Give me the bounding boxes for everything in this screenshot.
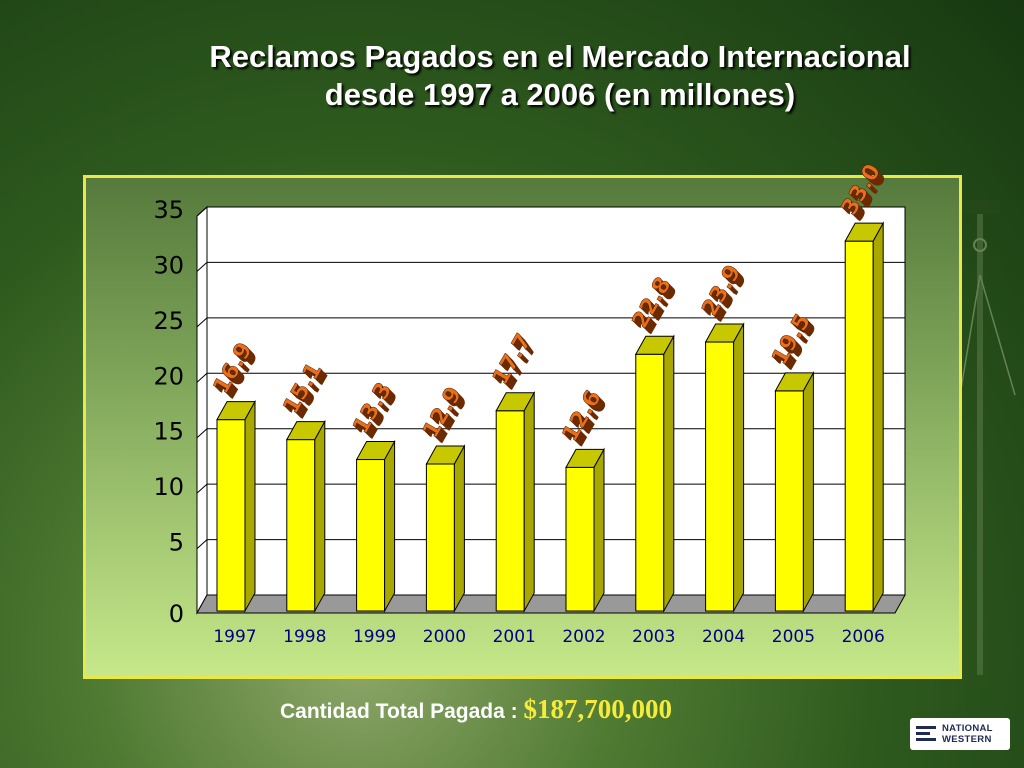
bar-side [384,439,396,613]
total-amount: $187,700,000 [523,694,672,724]
bar-side [593,447,605,613]
logo-mark-icon [916,724,938,744]
bar-front [286,439,316,612]
y-tick-label: 5 [169,529,184,557]
bar-front [635,353,665,612]
bar-2006 [844,221,885,613]
national-western-logo: NATIONAL WESTERN [910,718,1010,750]
gridline-side [196,428,208,439]
bar-front [216,419,246,612]
gridline-side [196,483,208,494]
gridline-side [196,539,208,549]
x-tick-label: 2004 [702,627,745,647]
logo-line-1: NATIONAL [942,723,993,734]
x-tick-label: 2001 [493,627,536,647]
bar-side [802,370,814,613]
bar-side [872,221,884,613]
total-label: Cantidad Total Pagada : [280,700,518,723]
bar-front [356,459,386,612]
gridline-side [196,372,208,383]
x-tick-label: 1997 [213,627,256,647]
bar-2000 [425,444,466,613]
logo-line-2: WESTERN [942,734,992,745]
bar-side [314,419,326,613]
y-tick-label: 15 [153,418,184,446]
total-paid: Cantidad Total Pagada : $187,700,000 [280,694,672,725]
gridline-side [196,206,208,217]
bar-side [453,444,465,613]
gridline-side [196,262,208,272]
bar-front [844,240,874,612]
y-tick-label: 10 [153,473,184,501]
gridline-side [196,317,208,328]
x-tick-label: 2000 [423,627,466,647]
x-tick-label: 1999 [353,627,396,647]
bar-side [663,334,675,613]
bar-side [523,390,535,613]
bar-2005 [774,370,815,613]
bar-1999 [355,439,396,613]
title-line-1: Reclamos Pagados en el Mercado Internaci… [209,39,911,74]
bar-1997 [216,399,256,613]
title-line-2: desde 1997 a 2006 (en millones) [324,77,796,112]
bar-side [733,322,745,613]
chart-title: Reclamos Pagados en el Mercado Internaci… [120,38,1000,114]
x-tick-label: 2006 [842,627,885,647]
y-tick-label: 35 [153,196,184,224]
y-tick-label: 20 [153,362,184,390]
y-tick-label: 30 [153,251,184,279]
bar-front [495,410,525,612]
bar-2001 [495,390,536,613]
x-tick-label: 2002 [562,627,605,647]
bar-1998 [285,419,326,613]
x-tick-label: 2005 [772,627,815,647]
bar-front [705,341,735,612]
plot-side-wall [196,205,208,615]
bar-2003 [634,334,675,613]
bar-front [425,463,455,612]
bar-2004 [704,322,745,613]
bar-front [565,466,595,612]
x-tick-label: 1998 [283,627,326,647]
x-tick-label: 2003 [632,627,675,647]
y-tick-label: 25 [153,307,184,335]
bar-side [244,399,256,613]
y-tick-label: 0 [169,600,184,628]
bar-2002 [565,447,605,613]
scale-decoration [959,200,1016,675]
bar-front [774,390,804,612]
